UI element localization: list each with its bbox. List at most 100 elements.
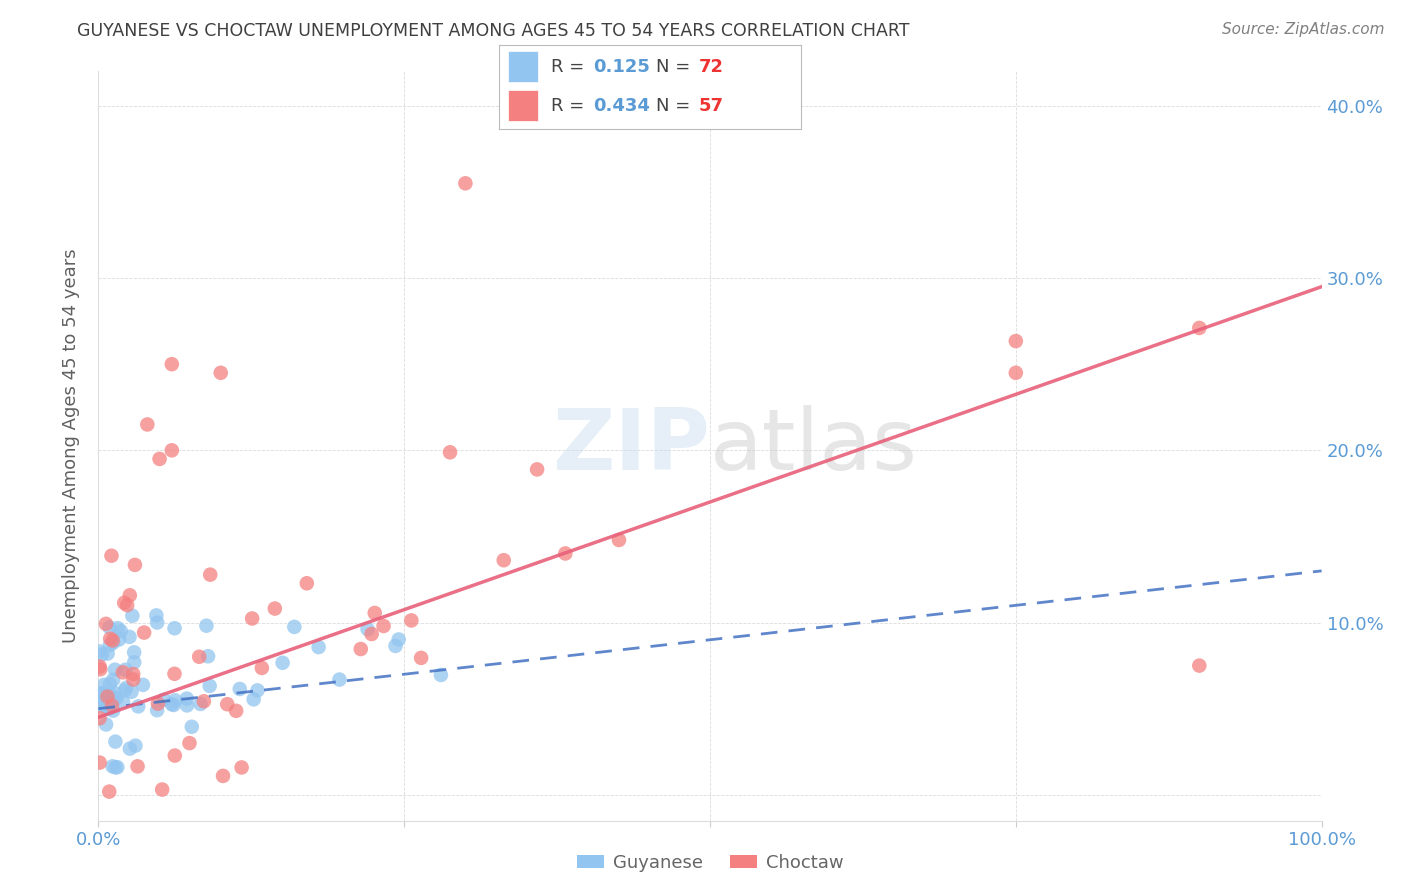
Point — [98, 688, 121, 702]
Point — [231, 760, 253, 774]
Point — [384, 639, 406, 653]
Point — [176, 698, 198, 713]
Point — [104, 734, 127, 748]
Point — [250, 661, 273, 675]
Point — [242, 692, 264, 706]
Point — [101, 698, 124, 713]
Point — [93, 678, 115, 692]
Point — [190, 697, 212, 711]
Bar — [508, 52, 538, 82]
Point — [308, 640, 330, 654]
Point — [122, 655, 145, 669]
Point — [122, 667, 145, 681]
Point — [96, 699, 118, 714]
Point — [100, 549, 122, 563]
Point — [136, 417, 159, 432]
Point — [89, 698, 111, 713]
Point — [146, 615, 169, 630]
Point — [111, 665, 134, 680]
Point — [101, 673, 124, 687]
Point — [89, 689, 111, 703]
Point — [103, 691, 125, 706]
Point — [122, 645, 145, 659]
Point — [105, 691, 128, 706]
Point — [127, 699, 149, 714]
Point — [165, 693, 187, 707]
Point — [97, 647, 120, 661]
Point — [607, 533, 630, 547]
Point — [132, 625, 155, 640]
Point — [146, 697, 169, 711]
Text: R =: R = — [551, 58, 589, 76]
Point — [388, 632, 411, 647]
Point — [121, 685, 143, 699]
Text: 57: 57 — [699, 96, 724, 114]
Point — [411, 651, 433, 665]
Point — [101, 704, 124, 718]
Point — [209, 366, 232, 380]
Point — [94, 616, 117, 631]
Point — [89, 711, 111, 725]
Point — [98, 632, 121, 646]
Point — [160, 443, 183, 458]
Point — [492, 553, 515, 567]
Point — [96, 695, 118, 709]
Point — [98, 701, 121, 715]
Point — [124, 558, 146, 572]
Point — [107, 621, 129, 635]
Point — [127, 759, 149, 773]
Text: N =: N = — [657, 96, 696, 114]
Point — [217, 697, 239, 711]
Point — [114, 683, 136, 698]
Point — [98, 677, 121, 691]
Point — [200, 567, 222, 582]
Point — [162, 698, 184, 712]
Point — [94, 717, 117, 731]
Point — [263, 601, 285, 615]
Point — [225, 704, 247, 718]
Point — [89, 686, 111, 700]
Point — [229, 681, 252, 696]
Point — [153, 692, 176, 706]
Point — [364, 606, 387, 620]
Point — [193, 694, 215, 708]
Point — [163, 666, 186, 681]
Point — [401, 614, 423, 628]
Point — [160, 697, 183, 711]
Point — [150, 782, 173, 797]
Point — [163, 621, 186, 635]
Point — [1188, 658, 1211, 673]
Point — [430, 668, 453, 682]
Point — [112, 596, 135, 610]
Point — [98, 784, 121, 798]
Point — [246, 683, 269, 698]
Point — [160, 357, 183, 371]
Point — [104, 663, 127, 677]
Text: N =: N = — [657, 58, 696, 76]
Text: 72: 72 — [699, 58, 724, 76]
Bar — [508, 90, 538, 120]
Point — [283, 620, 305, 634]
Point — [110, 624, 132, 639]
Point — [212, 769, 235, 783]
Text: ZIP: ZIP — [553, 404, 710, 488]
Point — [112, 695, 135, 709]
Point — [328, 673, 350, 687]
Point — [1188, 321, 1211, 335]
Point — [108, 632, 131, 647]
Point — [118, 630, 141, 644]
Point — [146, 703, 169, 717]
Point — [103, 686, 125, 700]
Point — [195, 618, 218, 632]
Point — [91, 698, 114, 713]
Point — [115, 598, 138, 612]
Point — [295, 576, 318, 591]
Point — [100, 692, 122, 706]
Point — [163, 748, 186, 763]
Text: GUYANESE VS CHOCTAW UNEMPLOYMENT AMONG AGES 45 TO 54 YEARS CORRELATION CHART: GUYANESE VS CHOCTAW UNEMPLOYMENT AMONG A… — [77, 22, 910, 40]
Point — [124, 739, 146, 753]
Point — [89, 662, 111, 676]
Text: 0.434: 0.434 — [593, 96, 650, 114]
Text: 0.125: 0.125 — [593, 58, 650, 76]
Point — [96, 690, 118, 704]
